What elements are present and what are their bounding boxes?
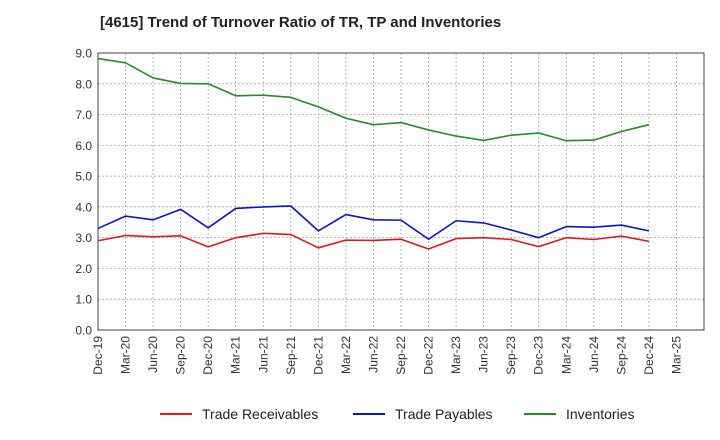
x-tick-label: Dec-23 xyxy=(532,336,546,375)
series-line-trade-receivables xyxy=(97,232,650,250)
x-tick-label: Jun-20 xyxy=(146,336,160,373)
y-tick-label: 6.0 xyxy=(75,139,92,153)
x-tick-label: Jun-24 xyxy=(587,336,601,373)
legend-swatch-inventories xyxy=(524,413,556,415)
x-tick-label: Sep-22 xyxy=(394,336,408,375)
y-tick-label: 5.0 xyxy=(75,170,92,184)
legend-label-trade-payables: Trade Payables xyxy=(395,406,493,422)
plot-area xyxy=(98,53,704,330)
x-tick-label: Sep-23 xyxy=(504,336,518,375)
x-tick-label: Jun-21 xyxy=(256,336,270,373)
series-line-trade-payables xyxy=(97,205,650,241)
legend-swatch-trade-payables xyxy=(353,413,385,415)
y-tick-label: 8.0 xyxy=(75,77,92,91)
x-tick-label: Dec-19 xyxy=(91,336,105,375)
x-tick-label: Mar-25 xyxy=(669,336,683,374)
legend-label-inventories: Inventories xyxy=(566,406,635,422)
y-tick-label: 1.0 xyxy=(75,293,92,307)
plot-frame xyxy=(97,52,705,331)
legend-swatch-trade-receivables xyxy=(160,413,192,415)
y-tick-label: 4.0 xyxy=(75,200,92,214)
y-tick-label: 7.0 xyxy=(75,108,92,122)
x-tick-label: Mar-22 xyxy=(339,336,353,374)
y-tick-label: 9.0 xyxy=(75,47,92,61)
x-tick-label: Jun-23 xyxy=(477,336,491,373)
x-tick-label: Sep-20 xyxy=(174,336,188,375)
series-line-inventories xyxy=(97,57,650,142)
x-tick-label: Dec-21 xyxy=(311,336,325,375)
x-tick-label: Jun-22 xyxy=(366,336,380,373)
x-tick-label: Dec-24 xyxy=(642,336,656,375)
x-tick-label: Mar-20 xyxy=(119,336,133,374)
x-tick-label: Dec-20 xyxy=(201,336,215,375)
x-tick-label: Sep-21 xyxy=(284,336,298,375)
y-tick-label: 3.0 xyxy=(75,231,92,245)
legend: Trade Receivables Trade Payables Invento… xyxy=(0,404,720,424)
legend-label-trade-receivables: Trade Receivables xyxy=(202,406,319,422)
x-tick-label: Mar-24 xyxy=(559,336,573,374)
chart-title: [4615] Trend of Turnover Ratio of TR, TP… xyxy=(100,14,502,31)
x-tick-label: Mar-21 xyxy=(229,336,243,374)
x-tick-label: Mar-23 xyxy=(449,336,463,374)
y-tick-label: 2.0 xyxy=(75,262,92,276)
y-tick-label: 0.0 xyxy=(75,324,92,338)
x-tick-label: Sep-24 xyxy=(614,336,628,375)
x-tick-label: Dec-22 xyxy=(422,336,436,375)
